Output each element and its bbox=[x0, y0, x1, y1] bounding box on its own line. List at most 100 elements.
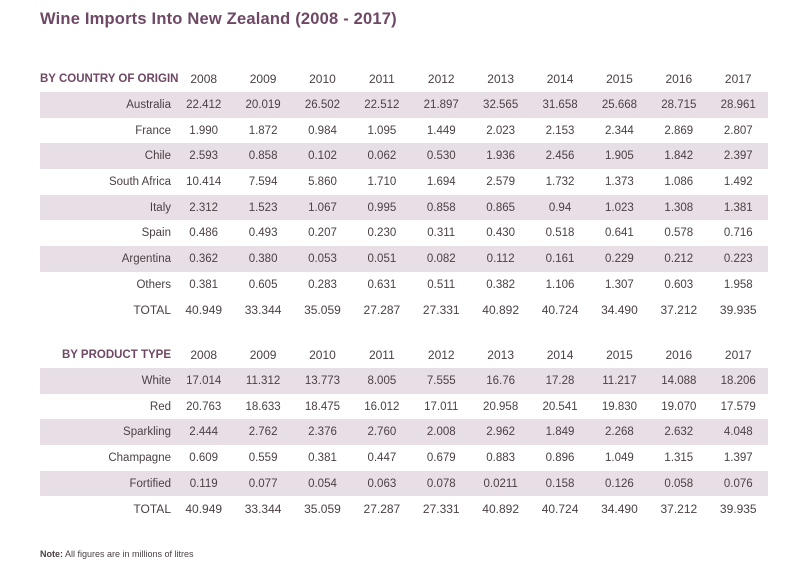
country-of-origin-table: BY COUNTRY OF ORIGIN 2008 2009 2010 2011… bbox=[40, 65, 768, 323]
row-label: Argentina bbox=[40, 246, 174, 272]
table-cell: 20.763 bbox=[186, 400, 222, 413]
table-cell: 0.984 bbox=[308, 124, 337, 137]
table-cell: 1.936 bbox=[470, 143, 531, 170]
year-header: 2017 bbox=[724, 347, 752, 362]
table-cell: 1.086 bbox=[664, 175, 694, 188]
table-cell: 2.312 bbox=[174, 194, 234, 221]
total-cell: 37.212 bbox=[660, 303, 698, 318]
table-cell: 1.095 bbox=[367, 124, 397, 137]
table-cell: 1.449 bbox=[426, 124, 456, 137]
table-cell: 2.456 bbox=[530, 143, 590, 170]
row-label: Australia bbox=[40, 92, 174, 118]
table-cell: 0.641 bbox=[605, 227, 634, 240]
table-cell: 1.373 bbox=[605, 175, 634, 188]
table-cell: 0.94 bbox=[530, 194, 590, 221]
table-cell: 1.023 bbox=[589, 194, 650, 221]
table-cell: 0.883 bbox=[486, 451, 516, 464]
table-cell: 0.559 bbox=[248, 451, 278, 464]
row-label: Champagne bbox=[108, 451, 171, 464]
table-cell: 2.762 bbox=[233, 419, 293, 446]
table-cell: 1.905 bbox=[589, 143, 650, 170]
table-cell: 0.578 bbox=[664, 227, 694, 240]
table-cell: 0.518 bbox=[545, 227, 575, 240]
year-header: 2009 bbox=[249, 71, 277, 86]
table-cell: 1.315 bbox=[664, 451, 694, 464]
table-cell: 0.382 bbox=[486, 278, 516, 291]
table-cell: 20.019 bbox=[233, 92, 293, 118]
year-header: 2009 bbox=[249, 347, 277, 362]
table-row: Red 20.763 18.633 18.475 16.012 17.011 20.958 2… bbox=[40, 394, 768, 420]
table-cell: 1.381 bbox=[708, 194, 768, 221]
table-cell: 1.049 bbox=[605, 451, 634, 464]
table-cell: 0.381 bbox=[189, 278, 219, 291]
table-cell: 0.858 bbox=[233, 143, 293, 170]
table-row: Argentina 0.362 0.380 0.053 0.051 0.082 0.112 0… bbox=[40, 246, 768, 272]
table-cell: 20.541 bbox=[542, 400, 578, 413]
year-header: 2013 bbox=[487, 71, 514, 86]
table-row: Australia 22.412 20.019 26.502 22.512 21.897 3… bbox=[40, 92, 768, 118]
footnote: Note: All figures are in millions of lit… bbox=[40, 549, 194, 559]
row-label: Chile bbox=[40, 143, 174, 170]
total-cell: 40.949 bbox=[185, 502, 223, 517]
table-cell: 0.380 bbox=[233, 246, 293, 272]
total-cell: 27.331 bbox=[422, 303, 460, 318]
table-cell: 0.161 bbox=[530, 246, 590, 272]
footnote-text: All figures are in millions of litres bbox=[63, 549, 194, 559]
table-cell: 0.082 bbox=[411, 246, 471, 272]
table-cell: 2.869 bbox=[664, 124, 694, 137]
table-cell: 2.268 bbox=[589, 419, 650, 446]
total-cell: 27.287 bbox=[363, 303, 401, 318]
total-row: TOTAL 40.949 33.344 35.059 27.287 27.331 40.89… bbox=[40, 298, 768, 324]
table-cell: 19.070 bbox=[661, 400, 697, 413]
table-cell: 0.530 bbox=[411, 143, 471, 170]
year-header: 2014 bbox=[546, 71, 574, 86]
table-cell: 0.0211 bbox=[470, 470, 531, 497]
table-cell: 0.603 bbox=[664, 278, 694, 291]
row-label: Others bbox=[136, 278, 171, 291]
table-cell: 25.668 bbox=[589, 92, 650, 118]
table-cell: 0.063 bbox=[352, 470, 412, 497]
table-cell: 18.633 bbox=[245, 400, 281, 413]
table-cell: 0.229 bbox=[589, 246, 650, 272]
table-header-row: BY COUNTRY OF ORIGIN 2008 2009 2010 2011… bbox=[40, 65, 768, 92]
table-cell: 0.077 bbox=[233, 470, 293, 497]
total-cell: 40.949 bbox=[185, 303, 223, 318]
year-header: 2014 bbox=[546, 347, 574, 362]
table-cell: 2.760 bbox=[352, 419, 412, 446]
total-cell: 40.892 bbox=[482, 303, 519, 318]
row-label: Spain bbox=[141, 227, 171, 240]
table-cell: 1.990 bbox=[189, 124, 219, 137]
table-cell: 2.376 bbox=[292, 419, 353, 446]
row-label: Fortified bbox=[40, 470, 174, 497]
total-cell: 33.344 bbox=[244, 303, 282, 318]
table-cell: 2.807 bbox=[723, 124, 753, 137]
table-cell: 0.311 bbox=[427, 227, 456, 240]
table-cell: 1.523 bbox=[233, 194, 293, 221]
table-cell: 0.207 bbox=[308, 227, 337, 240]
table-cell: 0.430 bbox=[486, 227, 516, 240]
table-cell: 2.962 bbox=[470, 419, 531, 446]
table-cell: 0.112 bbox=[470, 246, 531, 272]
total-cell: 34.490 bbox=[601, 303, 638, 318]
row-label: White bbox=[40, 368, 174, 394]
table-cell: 0.051 bbox=[352, 246, 412, 272]
table-cell: 2.397 bbox=[708, 143, 768, 170]
table-row: Chile 2.593 0.858 0.102 0.062 0.530 1.936 2.456… bbox=[40, 143, 768, 170]
table-cell: 7.594 bbox=[248, 175, 278, 188]
table-cell: 0.381 bbox=[308, 451, 337, 464]
table-cell: 26.502 bbox=[292, 92, 353, 118]
total-cell: 39.935 bbox=[719, 303, 757, 318]
table-cell: 0.126 bbox=[589, 470, 650, 497]
table-row: Spain 0.486 0.493 0.207 0.230 0.311 0.430 0.518… bbox=[40, 220, 768, 246]
table-cell: 0.119 bbox=[174, 470, 234, 497]
table-cell: 0.896 bbox=[545, 451, 575, 464]
table-row: Italy 2.312 1.523 1.067 0.995 0.858 0.865 0.94 1… bbox=[40, 194, 768, 221]
table-cell: 1.307 bbox=[605, 278, 634, 291]
table-cell: 10.414 bbox=[186, 175, 222, 188]
table-cell: 11.217 bbox=[589, 368, 650, 394]
table-cell: 20.958 bbox=[483, 400, 519, 413]
table-cell: 0.493 bbox=[248, 227, 278, 240]
table-cell: 1.067 bbox=[292, 194, 353, 221]
table-cell: 0.447 bbox=[367, 451, 397, 464]
year-header: 2017 bbox=[724, 71, 752, 86]
